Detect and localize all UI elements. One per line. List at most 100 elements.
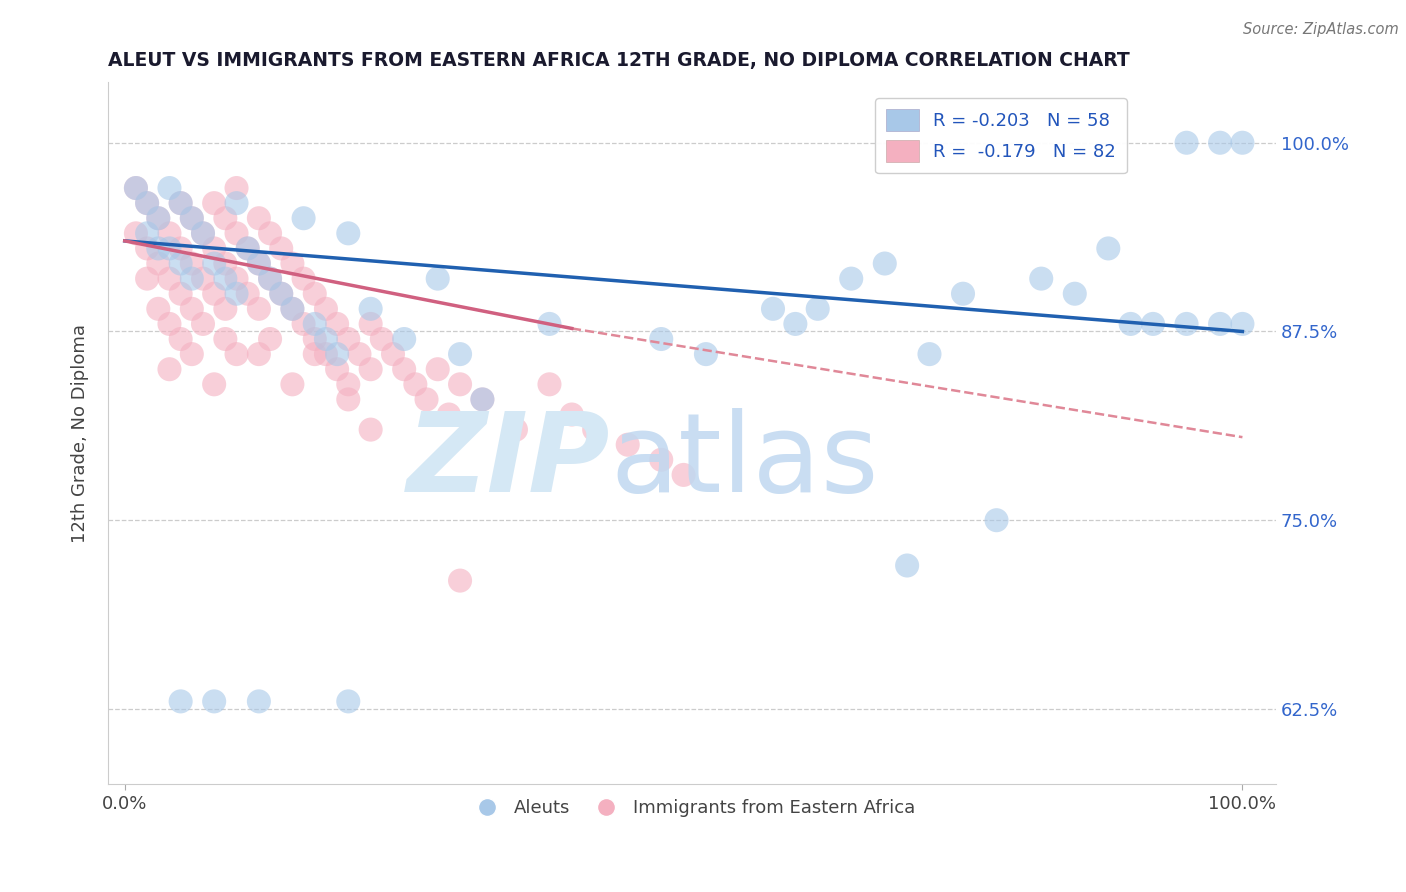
Point xyxy=(952,286,974,301)
Point xyxy=(125,181,148,195)
Point xyxy=(159,317,181,331)
Point xyxy=(561,408,583,422)
Point xyxy=(1209,136,1232,150)
Point xyxy=(1097,242,1119,256)
Y-axis label: 12th Grade, No Diploma: 12th Grade, No Diploma xyxy=(72,324,89,543)
Text: ALEUT VS IMMIGRANTS FROM EASTERN AFRICA 12TH GRADE, NO DIPLOMA CORRELATION CHART: ALEUT VS IMMIGRANTS FROM EASTERN AFRICA … xyxy=(108,51,1130,70)
Point xyxy=(326,347,349,361)
Point xyxy=(202,286,225,301)
Point xyxy=(392,362,415,376)
Point xyxy=(616,438,638,452)
Point xyxy=(214,332,236,346)
Point xyxy=(259,332,281,346)
Point xyxy=(148,256,170,270)
Point xyxy=(191,227,214,241)
Point xyxy=(583,423,606,437)
Point xyxy=(180,256,202,270)
Point xyxy=(169,332,191,346)
Point xyxy=(986,513,1008,527)
Point xyxy=(136,271,159,285)
Point xyxy=(148,301,170,316)
Point xyxy=(873,256,896,270)
Point xyxy=(202,377,225,392)
Point xyxy=(449,574,471,588)
Point xyxy=(304,286,326,301)
Point xyxy=(326,362,349,376)
Point xyxy=(360,362,382,376)
Point xyxy=(449,347,471,361)
Point xyxy=(1175,136,1198,150)
Point xyxy=(180,211,202,226)
Point xyxy=(281,301,304,316)
Text: ZIP: ZIP xyxy=(406,408,610,515)
Point xyxy=(214,271,236,285)
Point xyxy=(180,271,202,285)
Point xyxy=(159,271,181,285)
Point xyxy=(169,694,191,708)
Text: Source: ZipAtlas.com: Source: ZipAtlas.com xyxy=(1243,22,1399,37)
Point xyxy=(1209,317,1232,331)
Point xyxy=(247,256,270,270)
Point xyxy=(259,271,281,285)
Point xyxy=(225,286,247,301)
Point xyxy=(247,694,270,708)
Point xyxy=(426,362,449,376)
Point xyxy=(1031,271,1053,285)
Point xyxy=(304,317,326,331)
Point xyxy=(1063,286,1085,301)
Point xyxy=(159,181,181,195)
Point xyxy=(281,377,304,392)
Point xyxy=(360,301,382,316)
Point xyxy=(360,423,382,437)
Point xyxy=(270,286,292,301)
Point xyxy=(281,256,304,270)
Point xyxy=(225,227,247,241)
Point xyxy=(505,423,527,437)
Point xyxy=(136,227,159,241)
Point xyxy=(382,347,405,361)
Point xyxy=(169,256,191,270)
Point xyxy=(292,317,315,331)
Point xyxy=(1119,317,1142,331)
Point xyxy=(148,242,170,256)
Point xyxy=(259,271,281,285)
Point xyxy=(315,332,337,346)
Point xyxy=(437,408,460,422)
Point xyxy=(315,347,337,361)
Point xyxy=(191,271,214,285)
Point xyxy=(191,227,214,241)
Point xyxy=(136,242,159,256)
Point xyxy=(672,467,695,482)
Point xyxy=(896,558,918,573)
Point xyxy=(337,694,360,708)
Point xyxy=(360,317,382,331)
Point xyxy=(337,377,360,392)
Point xyxy=(404,377,426,392)
Point xyxy=(281,301,304,316)
Point xyxy=(225,271,247,285)
Point xyxy=(202,694,225,708)
Legend: Aleuts, Immigrants from Eastern Africa: Aleuts, Immigrants from Eastern Africa xyxy=(461,792,922,824)
Point xyxy=(538,317,561,331)
Point xyxy=(159,242,181,256)
Point xyxy=(471,392,494,407)
Point xyxy=(236,242,259,256)
Point xyxy=(349,347,371,361)
Point xyxy=(292,271,315,285)
Point xyxy=(159,362,181,376)
Point xyxy=(225,196,247,211)
Point xyxy=(1232,136,1254,150)
Point xyxy=(918,347,941,361)
Point xyxy=(202,256,225,270)
Point xyxy=(315,301,337,316)
Point xyxy=(148,211,170,226)
Point xyxy=(148,211,170,226)
Point xyxy=(807,301,830,316)
Point xyxy=(650,452,672,467)
Point xyxy=(169,196,191,211)
Point xyxy=(125,181,148,195)
Point xyxy=(650,332,672,346)
Text: atlas: atlas xyxy=(610,408,879,515)
Point xyxy=(326,317,349,331)
Point xyxy=(304,332,326,346)
